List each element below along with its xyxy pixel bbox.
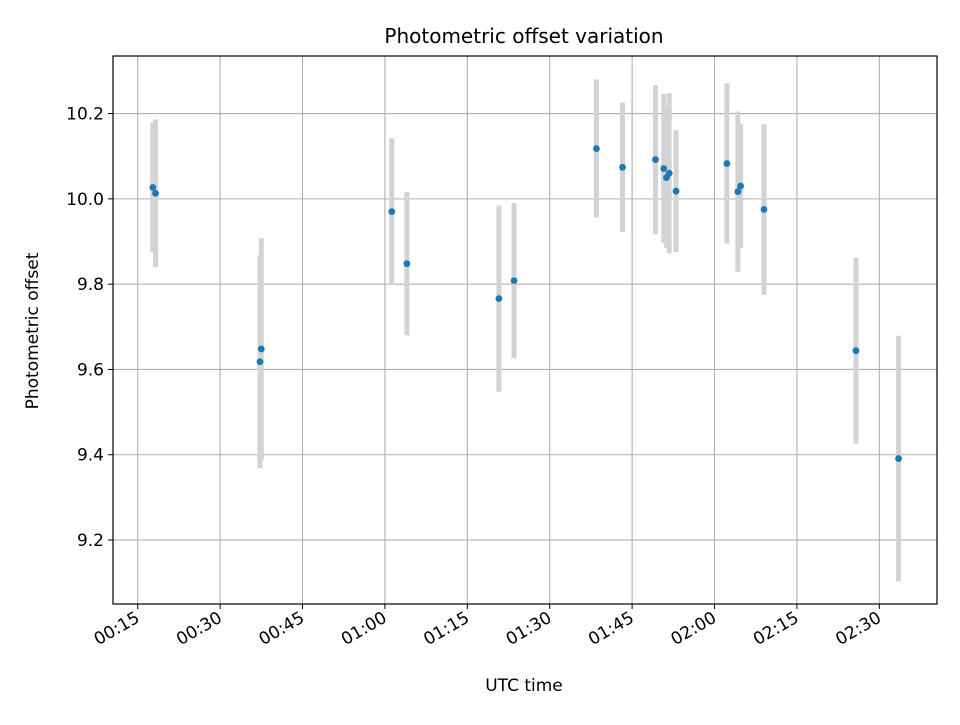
data-point xyxy=(510,277,518,285)
data-point xyxy=(652,156,659,164)
data-point xyxy=(665,169,673,177)
y-tick-label: 9.2 xyxy=(77,531,104,551)
data-point xyxy=(672,187,680,195)
y-tick-label: 9.8 xyxy=(77,275,104,295)
grid-layer xyxy=(113,56,937,604)
data-point xyxy=(660,165,668,172)
data-point xyxy=(760,206,768,213)
point-layer xyxy=(149,145,902,462)
data-point xyxy=(723,160,731,167)
chart-title: Photometric offset variation xyxy=(384,24,663,48)
data-point xyxy=(593,145,600,152)
y-tick-label: 9.4 xyxy=(77,446,104,466)
data-point xyxy=(152,189,159,197)
x-axis-label: UTC time xyxy=(485,676,563,696)
data-point xyxy=(895,455,902,462)
y-axis-label: Photometric offset xyxy=(23,252,43,409)
data-point xyxy=(619,163,626,171)
y-tick-label: 10.0 xyxy=(66,190,104,210)
data-point xyxy=(149,183,157,191)
plot-frame xyxy=(112,55,938,605)
data-point xyxy=(495,295,503,303)
data-point xyxy=(388,208,396,216)
data-point xyxy=(852,347,860,355)
y-tick-label: 9.6 xyxy=(77,360,104,380)
data-point xyxy=(403,260,411,268)
data-point xyxy=(734,188,742,196)
data-point xyxy=(737,182,745,190)
data-point xyxy=(256,358,264,366)
y-tick-label: 10.2 xyxy=(66,105,104,125)
data-point xyxy=(257,345,265,353)
